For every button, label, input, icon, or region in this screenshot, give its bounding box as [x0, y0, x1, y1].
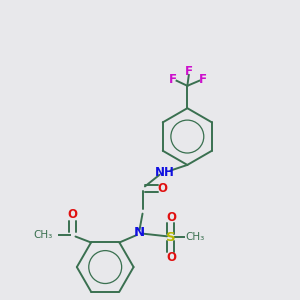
Text: F: F: [185, 65, 193, 78]
Text: O: O: [68, 208, 77, 221]
Text: O: O: [166, 251, 176, 264]
Text: CH₃: CH₃: [34, 230, 53, 240]
Text: O: O: [166, 211, 176, 224]
Text: F: F: [169, 73, 177, 86]
Text: S: S: [166, 231, 176, 244]
Text: CH₃: CH₃: [186, 232, 205, 242]
Text: NH: NH: [155, 166, 175, 179]
Text: O: O: [158, 182, 167, 195]
Text: F: F: [199, 73, 207, 86]
Text: N: N: [134, 226, 145, 239]
